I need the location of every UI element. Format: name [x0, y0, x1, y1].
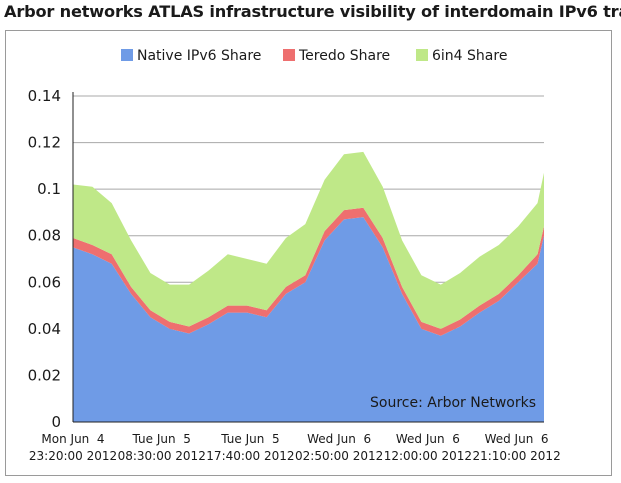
x-tick-label: Mon Jun 4 — [41, 432, 104, 446]
area-native-ipv6-share — [73, 217, 544, 422]
x-tick-label: Tue Jun 5 — [220, 432, 279, 446]
legend-label: Native IPv6 Share — [137, 48, 261, 64]
x-tick-label: Wed Jun 6 — [396, 432, 460, 446]
area-6in4-share — [73, 151, 544, 329]
x-tick-label: Tue Jun 5 — [132, 432, 191, 446]
y-tick-label: 0.04 — [28, 320, 61, 338]
legend-label: Teredo Share — [298, 48, 390, 64]
stacked-area-chart: 0 0.02 0.04 0.06 0.08 0.1 0.12 0.14 Mon Jun 4 23:… — [28, 48, 561, 463]
y-tick-label: 0.1 — [37, 180, 61, 198]
y-tick-label: 0 — [51, 413, 61, 431]
x-tick-label: Wed Jun 6 — [307, 432, 371, 446]
x-tick-label: 08:30:00 2012 — [118, 449, 206, 463]
y-tick-label: 0.02 — [28, 366, 61, 384]
x-tick-label: Wed Jun 6 — [485, 432, 549, 446]
y-tick-label: 0.06 — [28, 273, 61, 291]
chart-title: Arbor networks ATLAS infrastructure visi… — [4, 2, 621, 21]
legend-swatch — [121, 49, 133, 61]
x-tick-label: 17:40:00 2012 — [206, 449, 294, 463]
x-tick-label: 12:00:00 2012 — [384, 449, 472, 463]
source-annotation: Source: Arbor Networks — [370, 395, 536, 411]
x-tick-label: 23:20:00 2012 — [29, 449, 117, 463]
y-tick-label: 0.12 — [28, 134, 61, 152]
y-tick-label: 0.14 — [28, 87, 61, 105]
x-tick-label: 02:50:00 2012 — [295, 449, 383, 463]
legend-label: 6in4 Share — [432, 48, 507, 64]
x-tick-label: 21:10:00 2012 — [472, 449, 560, 463]
chart-frame: 0 0.02 0.04 0.06 0.08 0.1 0.12 0.14 Mon Jun 4 23:… — [5, 30, 612, 476]
y-tick-label: 0.08 — [28, 227, 61, 245]
legend-swatch — [416, 49, 428, 61]
legend-swatch — [283, 49, 295, 61]
area-teredo-share — [73, 207, 544, 336]
